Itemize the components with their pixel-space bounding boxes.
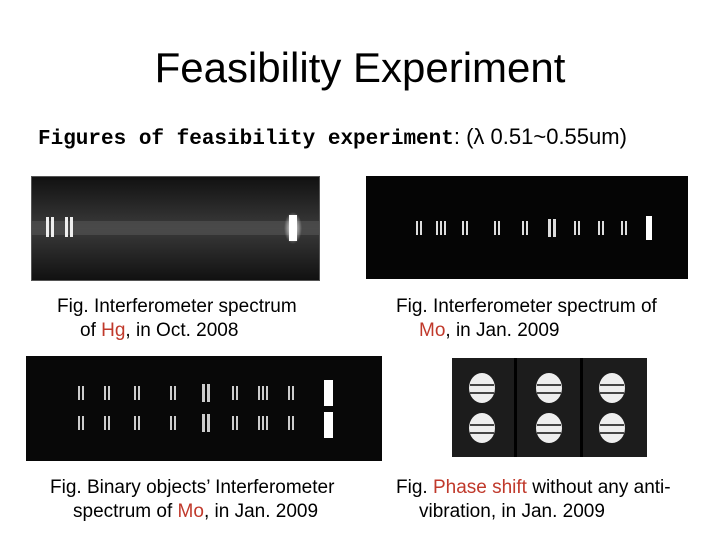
mo-caption: Fig. Interferometer spectrum of Mo, in J…: [396, 295, 657, 343]
binary-spectrum-image: [26, 356, 382, 461]
binary-caption-element: Mo: [177, 501, 204, 522]
phase-caption-line2: vibration, in Jan. 2009: [419, 501, 605, 522]
phase-shift-image: [452, 358, 647, 457]
mo-caption-element: Mo: [419, 320, 446, 341]
hg-caption-element: Hg: [101, 320, 126, 341]
mo-spectrum-graphic: [366, 176, 688, 279]
hg-caption-post: , in Oct. 2008: [125, 320, 239, 341]
hg-caption: Fig. Interferometer spectrum of Hg, in O…: [57, 295, 297, 343]
subtitle-bold: Figures of feasibility experiment: [38, 128, 454, 151]
binary-caption-line2: spectrum of Mo, in Jan. 2009: [50, 500, 334, 524]
binary-caption-line1: Fig. Binary objects’ Interferometer: [50, 477, 335, 498]
binary-caption: Fig. Binary objects’ Interferometer spec…: [50, 476, 334, 524]
hg-spectrum-graphic: [32, 177, 319, 280]
hg-spectrum-image: [31, 176, 320, 281]
slide-title: Feasibility Experiment: [154, 44, 566, 91]
mo-caption-line1: Fig. Interferometer spectrum of: [396, 296, 657, 317]
hg-caption-line1: Fig. Interferometer spectrum: [57, 296, 297, 317]
phase-caption-post: without any anti-: [526, 477, 671, 498]
binary-caption-post: , in Jan. 2009: [203, 501, 319, 522]
phase-caption-pre: Fig.: [396, 477, 433, 498]
hg-caption-line2: of Hg, in Oct. 2008: [57, 319, 297, 343]
binary-spectrum-graphic: [26, 356, 382, 461]
hg-caption-pre: of: [80, 320, 102, 341]
phase-caption-highlight: Phase shift: [432, 477, 527, 498]
phase-caption-line1: Fig. Phase shift without any anti-: [396, 477, 671, 498]
subtitle-rest: : (λ 0.51~0.55um): [453, 124, 627, 149]
mo-caption-line2: Mo, in Jan. 2009: [396, 319, 657, 343]
mo-spectrum-image: [366, 176, 688, 279]
slide-subtitle: Figures of feasibility experiment: (λ 0.…: [38, 124, 627, 151]
mo-caption-post: , in Jan. 2009: [445, 320, 560, 341]
phase-caption: Fig. Phase shift without any anti- vibra…: [396, 476, 671, 524]
binary-caption-pre: spectrum of: [73, 501, 178, 522]
phase-shift-graphic: [452, 358, 647, 457]
